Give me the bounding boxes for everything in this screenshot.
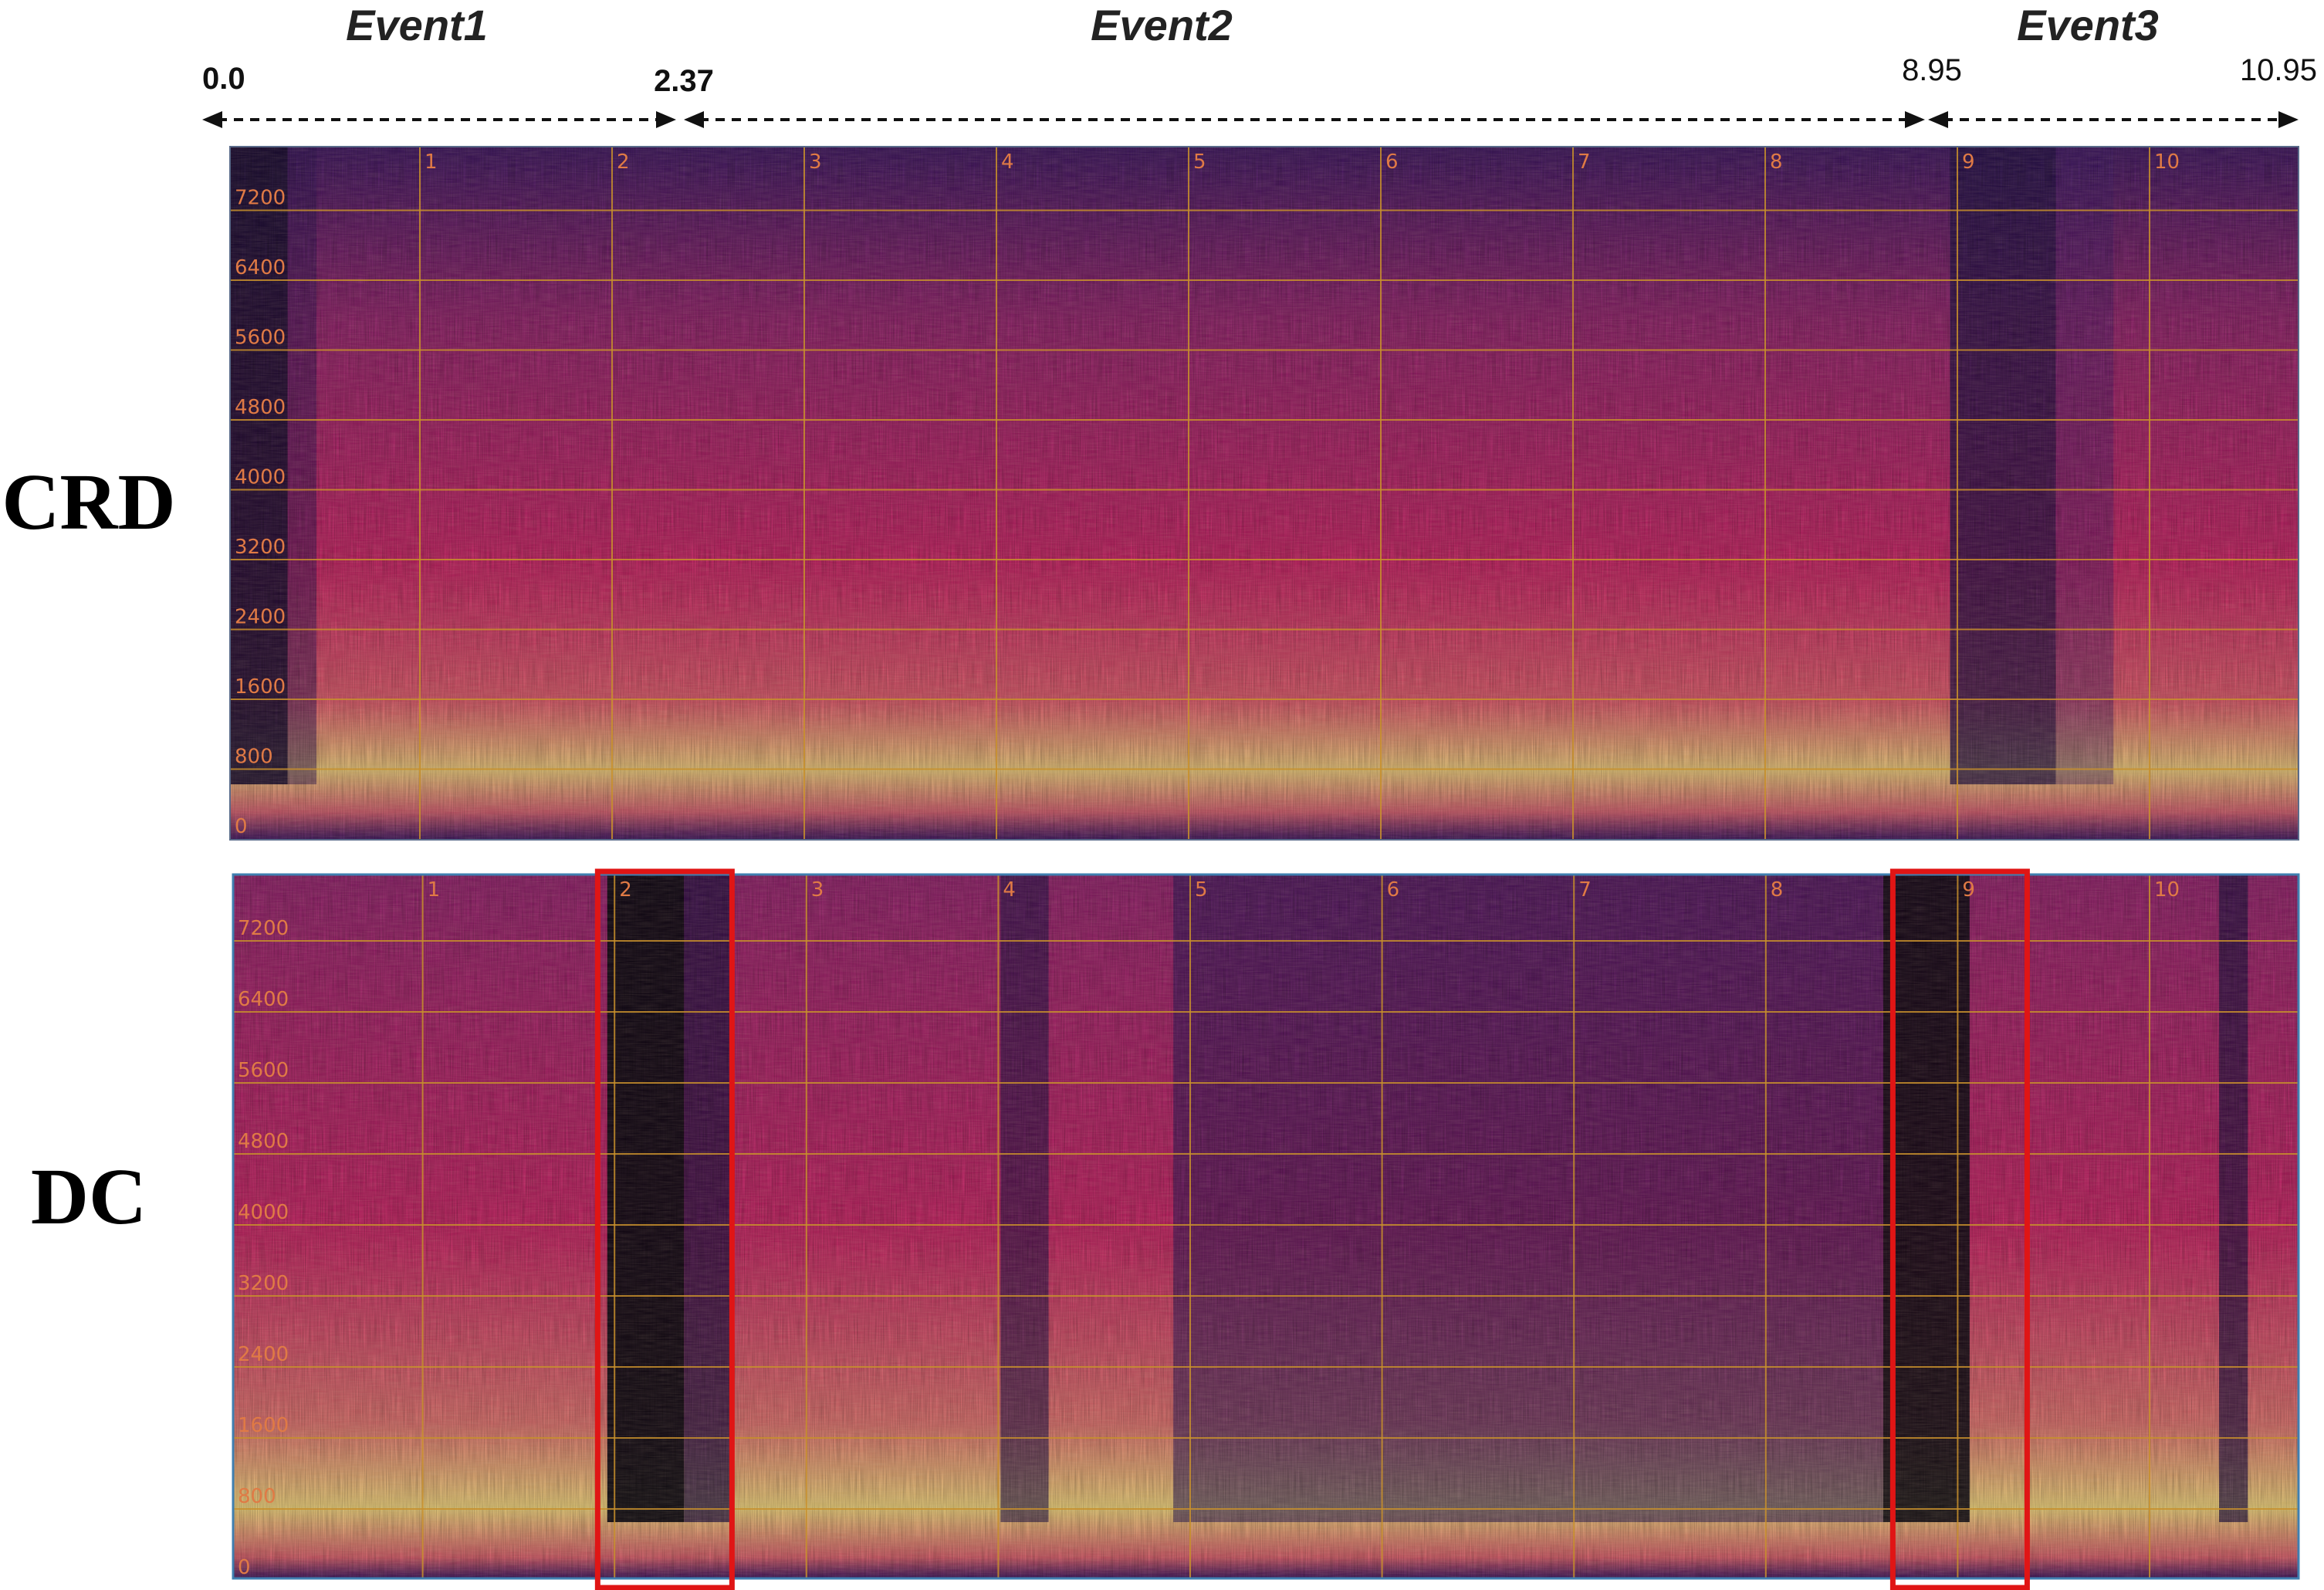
dc-time-tick-label: 9 <box>1962 878 1975 902</box>
dc-freq-tick-label: 5600 <box>238 1059 289 1082</box>
crd-time-tick-label: 6 <box>1385 151 1399 174</box>
dc-time-tick-label: 6 <box>1387 878 1400 902</box>
dc-row-label: DC <box>31 1152 147 1241</box>
dc-freq-tick-label: 3200 <box>238 1272 289 1295</box>
crd-time-tick-label: 9 <box>1962 151 1975 174</box>
crd-time-tick-label: 8 <box>1770 151 1783 174</box>
dc-freq-tick-label: 6400 <box>238 988 289 1011</box>
crd-row-label: CRD <box>2 458 175 546</box>
dc-time-tick-label: 3 <box>811 878 824 902</box>
dc-freq-tick-label: 2400 <box>238 1343 289 1366</box>
dc-freq-tick-label: 800 <box>238 1485 276 1508</box>
dc-freq-tick-label: 4000 <box>238 1201 289 1224</box>
event2-label: Event2 <box>1091 1 1233 49</box>
dc-freq-tick-label: 0 <box>238 1556 251 1579</box>
event3-label: Event3 <box>2017 1 2159 49</box>
dc-spectrogram: 0 800 1600 2400 3200 4000 4800 5600 6400 7200 1 2 3 4… <box>232 868 2300 1590</box>
highlight-box <box>1889 868 2030 1590</box>
crd-freq-tick-label: 5600 <box>235 326 286 350</box>
dc-freq-tick-label: 1600 <box>238 1414 289 1437</box>
crd-time-tick-label: 10 <box>2154 151 2180 174</box>
dc-time-tick-label: 7 <box>1578 878 1592 902</box>
crd-time-tick-label: 3 <box>809 151 822 174</box>
crd-spectrogram-noise <box>230 147 2299 840</box>
crd-frame <box>229 146 2299 841</box>
dc-time-tick-label: 5 <box>1195 878 1208 902</box>
crd-freq-tick-label: 1600 <box>235 675 286 699</box>
dc-time-tick-label: 10 <box>2154 878 2180 902</box>
event1-label: Event1 <box>346 1 488 49</box>
arrowhead-right-end <box>2278 111 2299 128</box>
boundary-end-label: 10.95 <box>2240 53 2317 87</box>
boundary-2-label: 8.95 <box>1902 53 1962 87</box>
dc-freq-tick-label: 4800 <box>238 1130 289 1153</box>
arrowhead-left-e3 <box>1928 111 1948 128</box>
arrowhead-left-start <box>202 111 222 128</box>
crd-freq-tick-label: 0 <box>235 815 248 838</box>
dc-freq-tick-label: 7200 <box>238 917 289 940</box>
event-span-arrows <box>202 111 2299 128</box>
dc-spectrogram-noise <box>233 874 2299 1578</box>
dc-time-tick-label: 2 <box>619 878 632 902</box>
crd-time-tick-label: 1 <box>425 151 438 174</box>
crd-spectrogram: 0 800 1600 2400 3200 4000 4800 5600 6400 7200 1 2 3 4… <box>229 146 2299 841</box>
crd-freq-tick-label: 4800 <box>235 396 286 419</box>
crd-freq-tick-label: 6400 <box>235 256 286 279</box>
arrowhead-right-e1 <box>656 111 676 128</box>
crd-time-tick-label: 4 <box>1001 151 1014 174</box>
arrowhead-left-e2 <box>684 111 704 128</box>
crd-freq-tick-label: 7200 <box>235 187 286 210</box>
arrowhead-right-e2 <box>1905 111 1925 128</box>
dc-time-tick-label: 8 <box>1771 878 1784 902</box>
crd-freq-tick-label: 2400 <box>235 606 286 629</box>
dc-time-tick-label: 1 <box>428 878 441 902</box>
highlight-box <box>594 868 735 1590</box>
boundary-1-label: 2.37 <box>654 64 714 98</box>
crd-time-tick-label: 2 <box>617 151 630 174</box>
boundary-start-label: 0.0 <box>202 62 245 96</box>
crd-freq-tick-label: 4000 <box>235 466 286 489</box>
crd-freq-tick-label: 3200 <box>235 536 286 559</box>
dc-time-tick-label: 4 <box>1003 878 1016 902</box>
crd-time-tick-label: 5 <box>1193 151 1206 174</box>
dc-frame <box>232 873 2300 1580</box>
crd-freq-tick-label: 800 <box>235 746 273 769</box>
crd-time-tick-label: 7 <box>1578 151 1591 174</box>
